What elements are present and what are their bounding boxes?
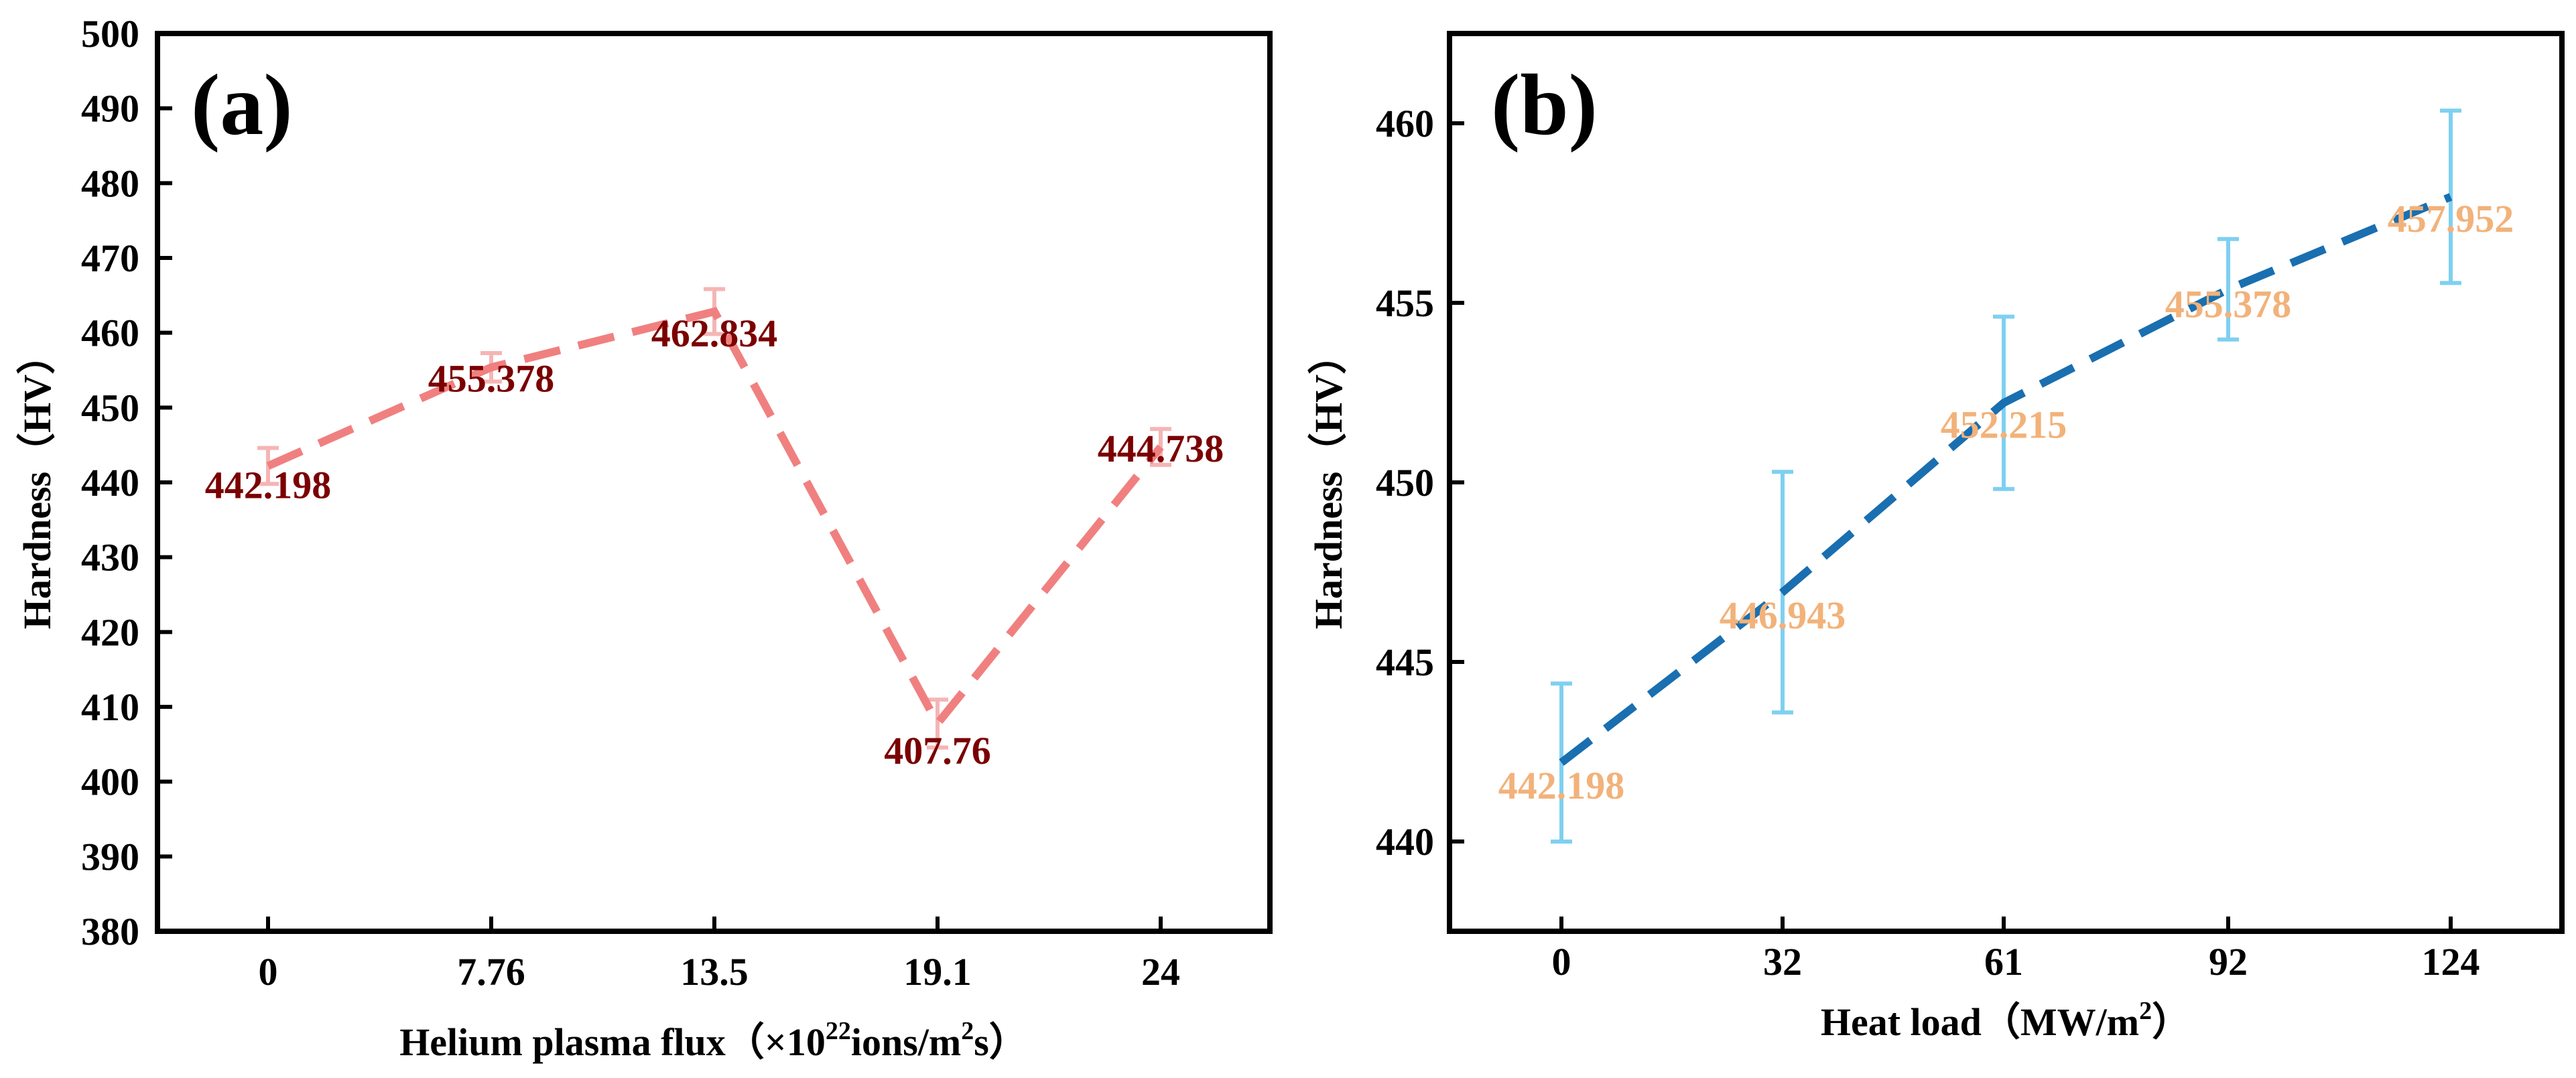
y-tick-label: 400 xyxy=(81,760,139,804)
panel-a-label: (a) xyxy=(191,57,293,153)
x-tick-label: 13.5 xyxy=(680,950,749,994)
error-bar xyxy=(927,697,948,750)
panel-b-data-labels: 442.198 446.943 452.215 455.378 457.952 xyxy=(1498,197,2514,807)
data-label: 442.198 xyxy=(1498,764,1625,807)
data-label: 444.738 xyxy=(1098,427,1224,470)
x-tick-label: 24 xyxy=(1141,950,1180,994)
y-tick-label: 445 xyxy=(1376,641,1434,684)
y-tick-label: 500 xyxy=(81,12,139,56)
x-tick-label: 92 xyxy=(2209,940,2248,984)
panel-a-error-bars xyxy=(257,287,1171,750)
y-tick-label: 455 xyxy=(1376,281,1434,325)
panel-b-series-line xyxy=(1559,193,2453,766)
y-tick-label: 480 xyxy=(81,161,139,205)
y-tick-label: 430 xyxy=(81,536,139,580)
y-tick-label: 450 xyxy=(1376,461,1434,504)
panel-a-y-axis-label: Hardness（HV） xyxy=(15,336,59,629)
panel-b-y-ticks: 440 445 450 455 460 xyxy=(1376,102,1464,864)
panel-a-x-ticks: 0 7.76 13.5 19.1 24 xyxy=(259,917,1180,994)
data-label: 462.834 xyxy=(651,312,778,355)
panel-a-series-line xyxy=(266,307,1164,731)
data-label: 407.76 xyxy=(884,729,991,772)
panel-b-y-axis-label: Hardness（HV） xyxy=(1307,336,1350,629)
y-tick-label: 460 xyxy=(81,312,139,355)
panel-b-x-axis-label: Heat load（MW/m2） xyxy=(1821,997,2191,1044)
y-tick-label: 390 xyxy=(81,835,139,878)
x-tick-label: 19.1 xyxy=(903,950,972,994)
error-bar xyxy=(2217,237,2239,342)
x-tick-label: 0 xyxy=(1552,940,1571,984)
x-tick-label: 7.76 xyxy=(457,950,525,994)
data-label: 442.198 xyxy=(205,463,332,507)
x-tick-label: 32 xyxy=(1763,940,1802,984)
panel-b-label: (b) xyxy=(1491,57,1598,153)
data-label: 457.952 xyxy=(2388,197,2514,241)
y-tick-label: 420 xyxy=(81,610,139,654)
panel-a-data-labels: 442.198 455.378 462.834 407.76 444.738 xyxy=(205,312,1224,772)
y-tick-label: 440 xyxy=(1376,820,1434,864)
data-label: 455.378 xyxy=(428,356,555,400)
panel-a-x-axis-label: Helium plasma flux（×1022ions/m2s） xyxy=(399,1017,1028,1064)
data-label: 452.215 xyxy=(1941,403,2067,446)
y-tick-label: 460 xyxy=(1376,102,1434,145)
x-tick-label: 0 xyxy=(259,950,278,994)
y-tick-label: 450 xyxy=(81,386,139,429)
data-label: 446.943 xyxy=(1720,594,1846,637)
panel-b-x-ticks: 0 32 61 92 124 xyxy=(1552,917,2480,984)
x-tick-label: 61 xyxy=(1984,940,2023,984)
panel-b-error-bars xyxy=(1551,109,2461,844)
data-label: 455.378 xyxy=(2165,283,2292,326)
x-tick-label: 124 xyxy=(2422,940,2480,984)
y-tick-label: 380 xyxy=(81,910,139,953)
y-tick-label: 440 xyxy=(81,461,139,504)
y-tick-label: 410 xyxy=(81,685,139,729)
panel-a-y-ticks: 380 390 400 410 420 430 440 450 460 470 480 490 500 xyxy=(81,12,172,953)
panel-a: (a) 380 390 400 410 420 430 440 450 460 470 480 490… xyxy=(15,12,1273,1064)
y-tick-label: 470 xyxy=(81,237,139,280)
y-tick-label: 490 xyxy=(81,87,139,131)
